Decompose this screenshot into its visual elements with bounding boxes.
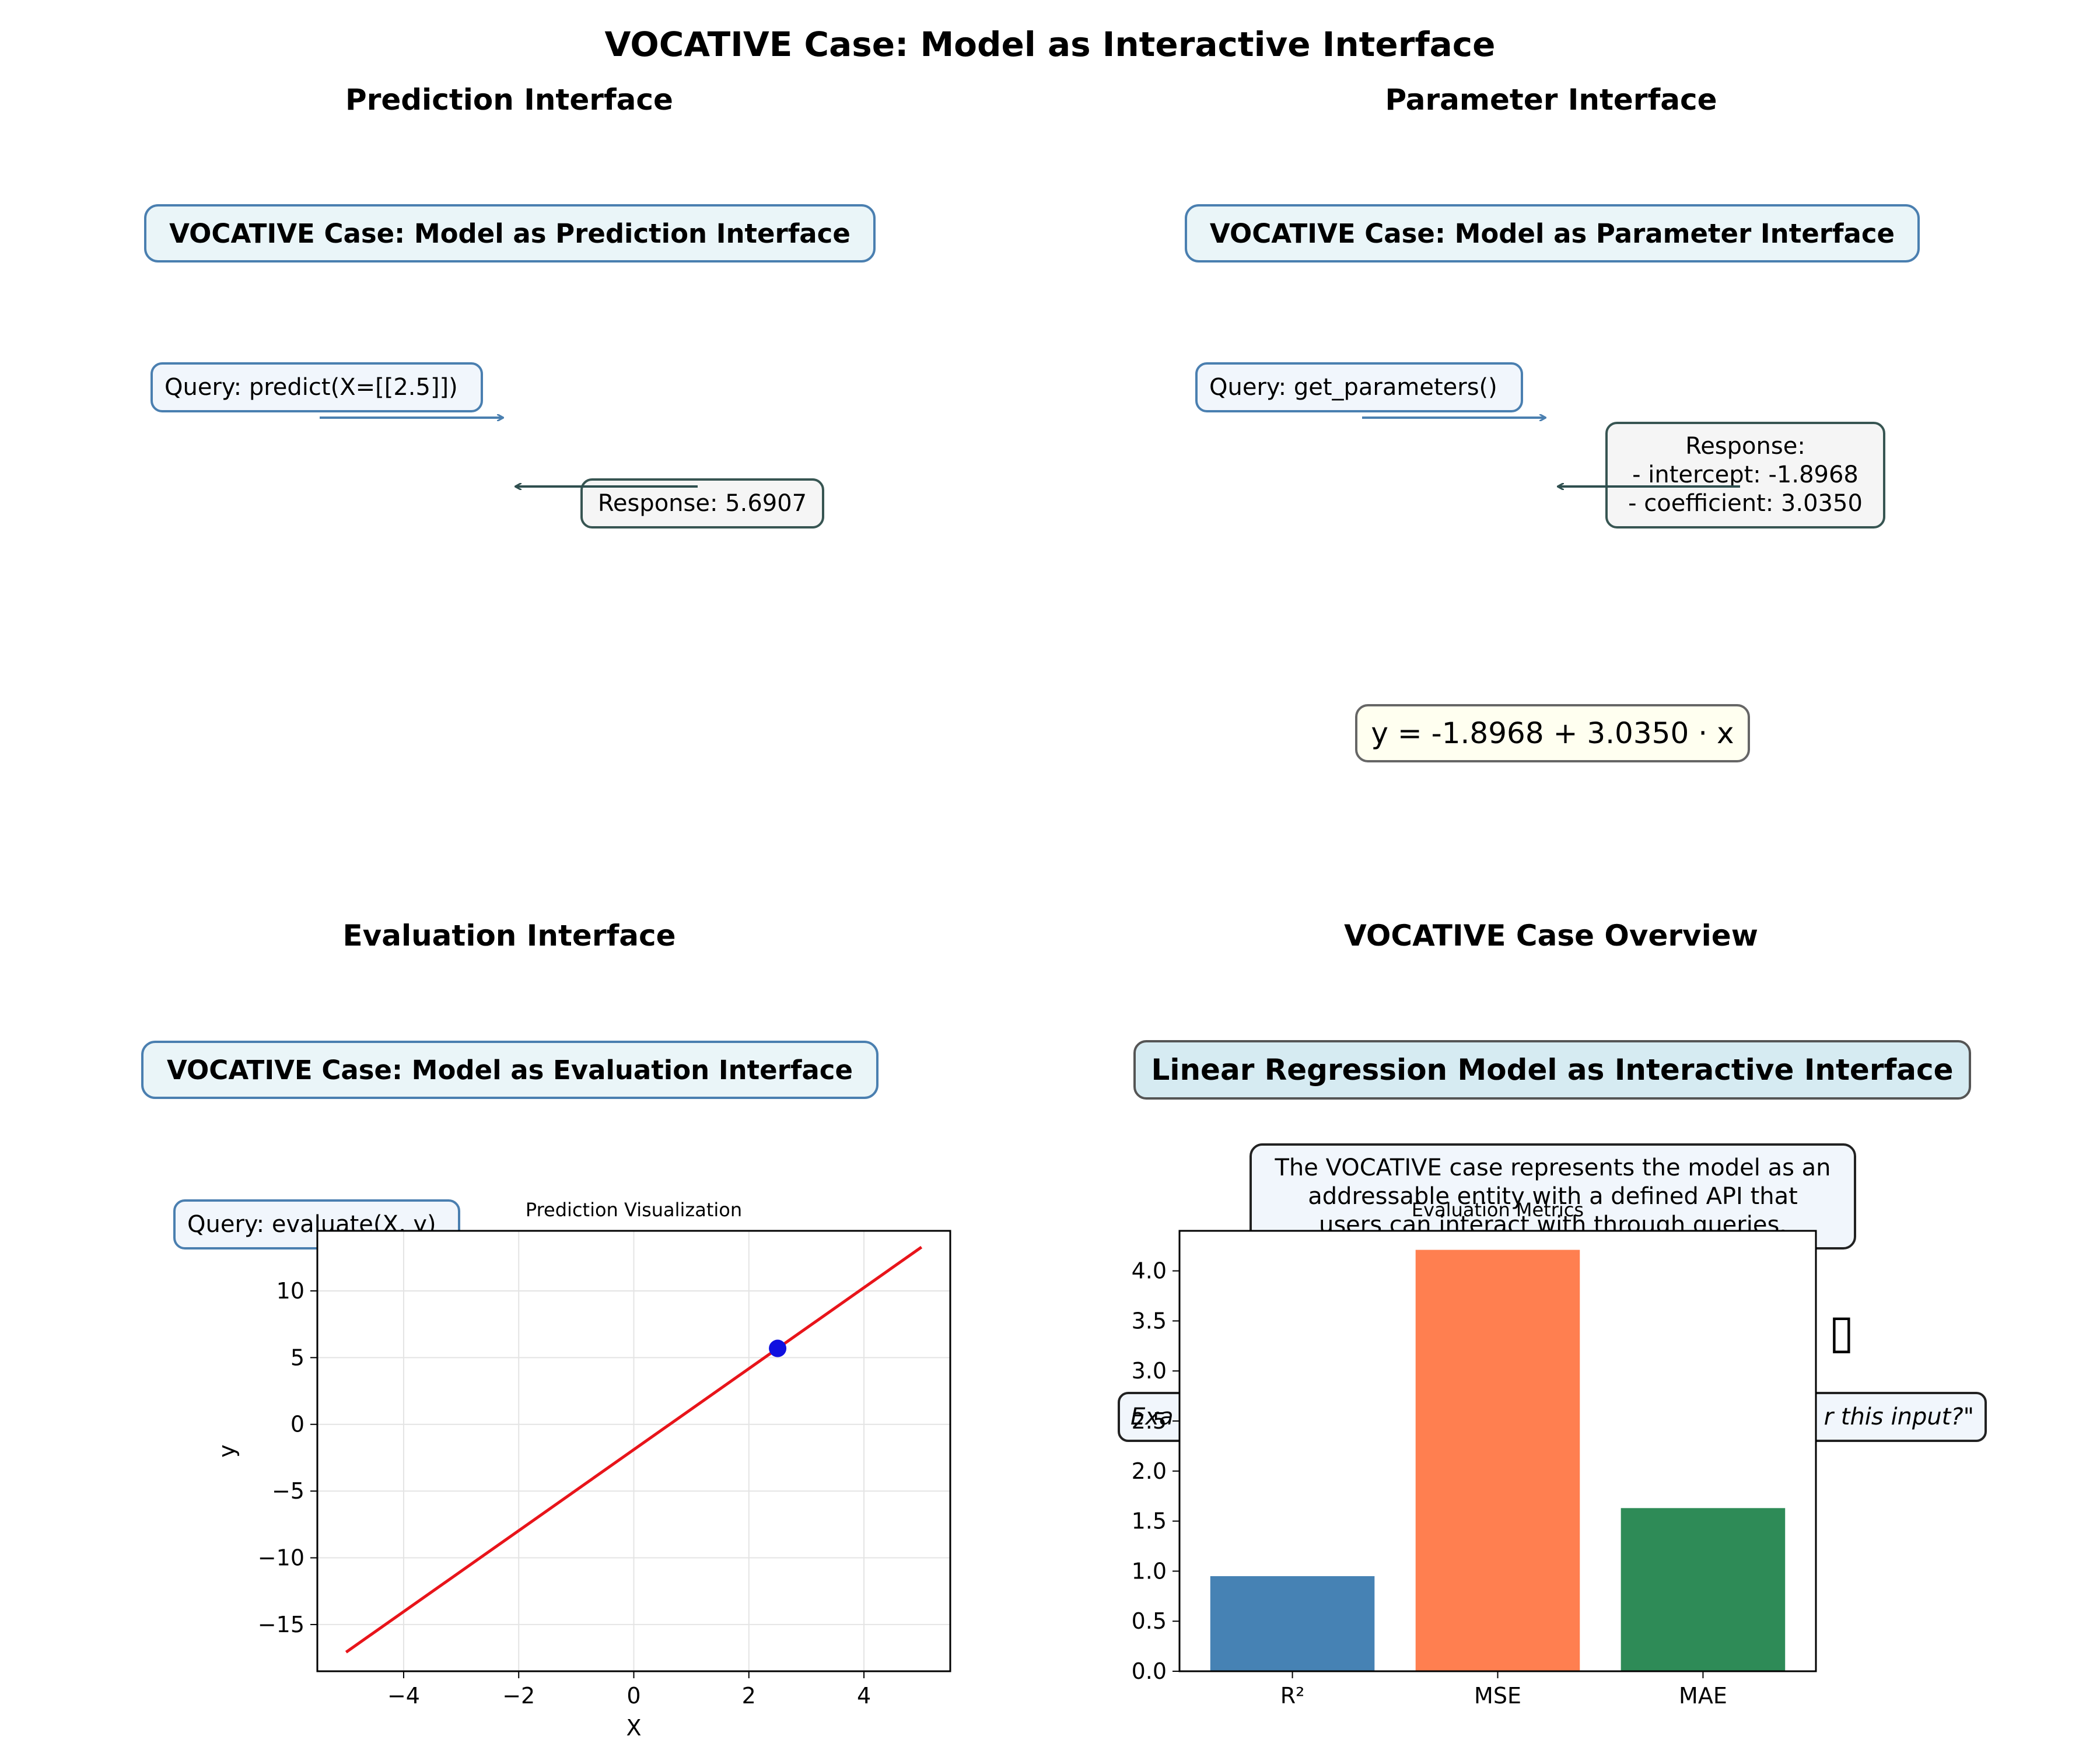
missing-glyph-icon: ▯ — [1829, 1304, 1855, 1359]
y-tick-label: 3.5 — [1132, 1308, 1167, 1334]
x-tick-label: MAE — [1679, 1683, 1727, 1709]
evaluation-panel-title: Evaluation Interface — [342, 919, 676, 953]
prediction-header-box: VOCATIVE Case: Model as Prediction Inter… — [144, 204, 876, 262]
plot-frame — [316, 1230, 951, 1672]
x-tick-label: MSE — [1474, 1683, 1521, 1709]
y-tick-label: 0 — [290, 1412, 304, 1437]
x-axis-label: X — [626, 1715, 641, 1741]
intercept-value: - intercept: -1.8968 — [1632, 461, 1859, 488]
x-tick-label: 0 — [626, 1683, 640, 1709]
y-tick-label: 0.0 — [1132, 1658, 1167, 1684]
y-tick-label: 10 — [276, 1278, 304, 1304]
chart-title: Prediction Visualization — [526, 1199, 742, 1221]
regression-line — [345, 1245, 923, 1654]
y-tick-label: 3.0 — [1132, 1358, 1167, 1384]
parameter-query-box: Query: get_parameters() — [1195, 362, 1523, 412]
y-tick-label: 0.5 — [1132, 1608, 1167, 1634]
parameter-response-box: Response: - intercept: -1.8968 - coeffic… — [1605, 422, 1885, 528]
example-text-left: Exa — [1130, 1404, 1174, 1430]
example-text-right: r this input?" — [1824, 1404, 1974, 1430]
y-tick-label: 5 — [290, 1345, 304, 1370]
x-tick-label: −2 — [502, 1683, 535, 1709]
bar-mse — [1415, 1250, 1580, 1671]
bar-r2 — [1210, 1576, 1375, 1671]
x-tick-label: 2 — [742, 1683, 756, 1709]
description-line-1: The VOCATIVE case represents the model a… — [1275, 1154, 1831, 1181]
prediction-query-box: Query: predict(X=[[2.5]]) — [150, 362, 483, 412]
prediction-panel-title: Prediction Interface — [345, 83, 673, 117]
parameter-header-box: VOCATIVE Case: Model as Parameter Interf… — [1185, 204, 1920, 262]
evaluation-header-box: VOCATIVE Case: Model as Evaluation Inter… — [141, 1041, 878, 1099]
x-tick-label: −4 — [387, 1683, 420, 1709]
y-tick-label: 1.5 — [1132, 1508, 1167, 1534]
response-label: Response: — [1685, 433, 1805, 460]
overview-header-box: Linear Regression Model as Interactive I… — [1133, 1040, 1971, 1100]
y-axis-label: y — [214, 1444, 240, 1458]
y-tick-label: −10 — [258, 1545, 304, 1571]
chart-title: Evaluation Metrics — [1412, 1199, 1584, 1221]
y-tick-label: −15 — [258, 1612, 304, 1637]
x-tick-label: 4 — [857, 1683, 871, 1709]
parameter-panel-title: Parameter Interface — [1385, 83, 1717, 117]
y-tick-label: 4.0 — [1132, 1258, 1167, 1284]
metrics-chart: R² MSE MAE 0.0 0.5 1.0 1.5 2.0 2.5 3.0 3.5 4.0 Evalu… — [1132, 1199, 1817, 1709]
x-tick-label: R² — [1280, 1683, 1305, 1709]
prediction-response-box: Response: 5.6907 — [580, 478, 824, 528]
plot-frame — [1178, 1230, 1817, 1672]
figure-title: VOCATIVE Case: Model as Interactive Inte… — [604, 24, 1496, 64]
bar-mae — [1620, 1508, 1786, 1671]
equation-box: y = -1.8968 + 3.0350 · x — [1355, 704, 1750, 762]
description-line-2: addressable entity with a defined API th… — [1308, 1183, 1798, 1210]
y-tick-label: 2.5 — [1132, 1408, 1167, 1434]
y-tick-label: 2.0 — [1132, 1458, 1167, 1484]
prediction-chart: −4 −2 0 2 4 −15 −10 −5 0 5 10 Prediction Visualizat… — [214, 1199, 951, 1741]
prediction-point — [769, 1339, 787, 1357]
y-tick-label: −5 — [272, 1478, 304, 1504]
y-tick-label: 1.0 — [1132, 1558, 1167, 1584]
coefficient-value: - coefficient: 3.0350 — [1628, 490, 1863, 517]
overview-panel-title: VOCATIVE Case Overview — [1344, 919, 1758, 953]
